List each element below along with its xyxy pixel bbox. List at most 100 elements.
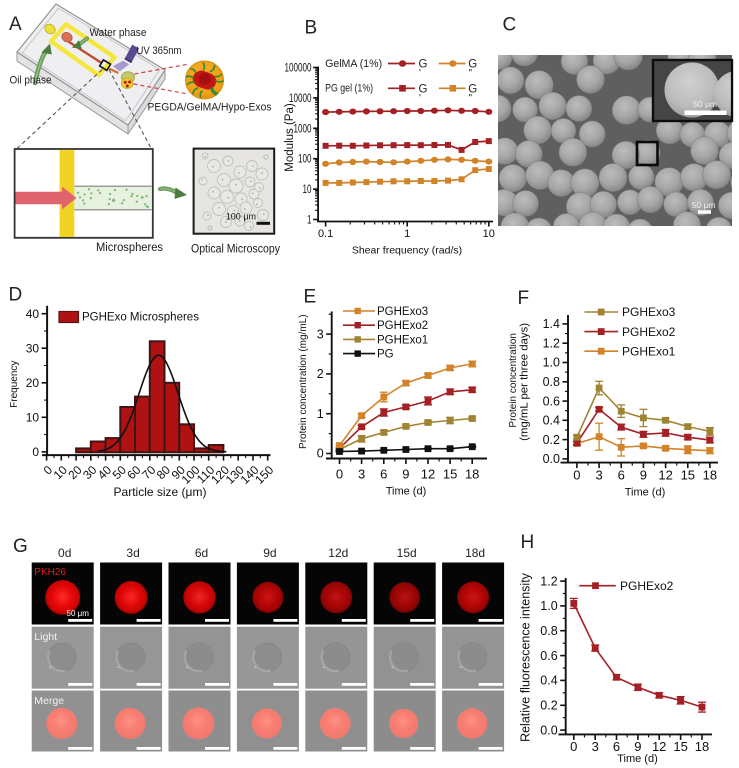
svg-text:12: 12 [652,739,666,754]
svg-text:PG gel (1%): PG gel (1%) [325,83,373,95]
svg-text:1: 1 [317,407,324,421]
svg-text:": " [469,68,473,79]
svg-text:12: 12 [421,467,435,482]
svg-text:Relative fluorescence intensit: Relative fluorescence intensity [519,572,533,742]
svg-text:A: A [9,14,22,35]
svg-text:10: 10 [303,184,312,196]
svg-text:1: 1 [404,228,410,240]
svg-text:0.4: 0.4 [543,414,560,428]
svg-text:C: C [503,15,517,36]
svg-text:PGHExo1: PGHExo1 [377,334,428,346]
svg-text:UV 365nm: UV 365nm [137,45,182,57]
svg-text:Particle size (μm): Particle size (μm) [114,485,207,499]
svg-text:G: G [419,59,428,71]
svg-text:18: 18 [465,467,479,482]
svg-text:E: E [304,287,317,308]
svg-text:': ' [419,93,421,104]
svg-text:Oil phase: Oil phase [10,75,52,87]
svg-text:": " [469,93,473,104]
svg-text:9: 9 [402,467,409,482]
svg-text:0: 0 [32,445,39,459]
svg-text:50 μm: 50 μm [692,200,716,210]
svg-text:9: 9 [640,468,647,483]
svg-text:6: 6 [618,468,625,483]
svg-text:1: 1 [307,215,312,227]
svg-text:3d: 3d [126,546,139,560]
svg-text:PGHExo3: PGHExo3 [622,305,676,319]
svg-text:12: 12 [658,468,672,483]
svg-text:18d: 18d [465,546,485,560]
svg-text:F: F [518,288,530,309]
svg-text:PKH26: PKH26 [34,567,66,578]
svg-text:Time (d): Time (d) [617,753,658,765]
svg-text:15: 15 [443,467,457,482]
svg-text:G: G [13,536,28,557]
svg-text:100: 100 [298,154,312,166]
svg-text:50 μm: 50 μm [693,99,717,109]
svg-text:PGHExo Microspheres: PGHExo Microspheres [82,312,199,324]
svg-text:9: 9 [634,739,641,754]
svg-text:100 μm: 100 μm [226,212,256,222]
svg-text:': ' [419,68,421,79]
svg-text:Water phase: Water phase [90,27,147,39]
svg-text:0.4: 0.4 [540,674,557,688]
svg-text:0: 0 [573,468,580,483]
svg-text:1000: 1000 [294,123,312,135]
svg-text:Shear frequency (rad/s): Shear frequency (rad/s) [352,245,462,257]
svg-text:(mg/mL per three days): (mg/mL per three days) [519,323,531,441]
svg-text:50 μm: 50 μm [67,609,90,618]
svg-text:G: G [419,83,428,95]
svg-text:10: 10 [26,411,40,425]
svg-text:1.4: 1.4 [543,317,560,331]
svg-text:6: 6 [613,739,620,754]
svg-text:PEGDA/GelMA/Hypo-Exos: PEGDA/GelMA/Hypo-Exos [148,102,272,114]
svg-text:0.0: 0.0 [543,452,560,466]
svg-text:15d: 15d [397,546,417,560]
svg-text:G: G [468,83,477,95]
svg-text:30: 30 [26,341,40,355]
svg-text:18: 18 [703,468,717,483]
svg-text:B: B [305,17,318,38]
svg-text:Merge: Merge [34,695,64,707]
svg-text:3: 3 [595,468,602,483]
svg-text:0d: 0d [58,546,71,560]
svg-text:10000: 10000 [289,93,312,105]
svg-text:15: 15 [673,739,687,754]
svg-text:0: 0 [336,467,343,482]
svg-text:15: 15 [681,468,695,483]
svg-text:G: G [468,59,477,71]
svg-text:PGHExo3: PGHExo3 [377,306,428,318]
svg-text:Optical Microscopy: Optical Microscopy [191,244,280,256]
svg-text:1.0: 1.0 [543,356,560,370]
svg-text:PG: PG [377,349,394,361]
svg-text:18: 18 [695,739,709,754]
svg-text:Protein concentration (mg/mL): Protein concentration (mg/mL) [298,314,309,449]
svg-text:0.8: 0.8 [540,624,557,638]
svg-text:H: H [521,532,535,553]
svg-text:3: 3 [317,327,324,341]
svg-text:10: 10 [483,228,495,240]
svg-text:3: 3 [592,739,599,754]
svg-text:3: 3 [358,467,365,482]
svg-text:0.1: 0.1 [318,228,333,240]
svg-text:0: 0 [317,447,324,461]
svg-text:Modulus (Pa): Modulus (Pa) [284,103,296,172]
svg-text:Microspheres: Microspheres [96,242,163,254]
svg-text:2: 2 [317,367,324,381]
svg-text:0.6: 0.6 [543,394,560,408]
svg-text:PGHExo2: PGHExo2 [622,325,676,339]
svg-text:0.2: 0.2 [543,433,560,447]
svg-text:Light: Light [34,631,57,643]
svg-text:D: D [9,285,23,306]
svg-text:Time (d): Time (d) [625,487,666,499]
svg-text:6d: 6d [195,546,208,560]
svg-text:40: 40 [26,307,40,321]
svg-text:Protein concentration: Protein concentration [508,333,519,428]
svg-text:6: 6 [380,467,387,482]
svg-text:0.2: 0.2 [540,699,557,713]
svg-text:1.2: 1.2 [540,574,557,588]
svg-text:1.0: 1.0 [540,599,557,613]
svg-text:PGHExo1: PGHExo1 [622,344,676,358]
svg-text:PGHExo2: PGHExo2 [377,320,428,332]
svg-text:GelMA (1%): GelMA (1%) [325,58,382,70]
